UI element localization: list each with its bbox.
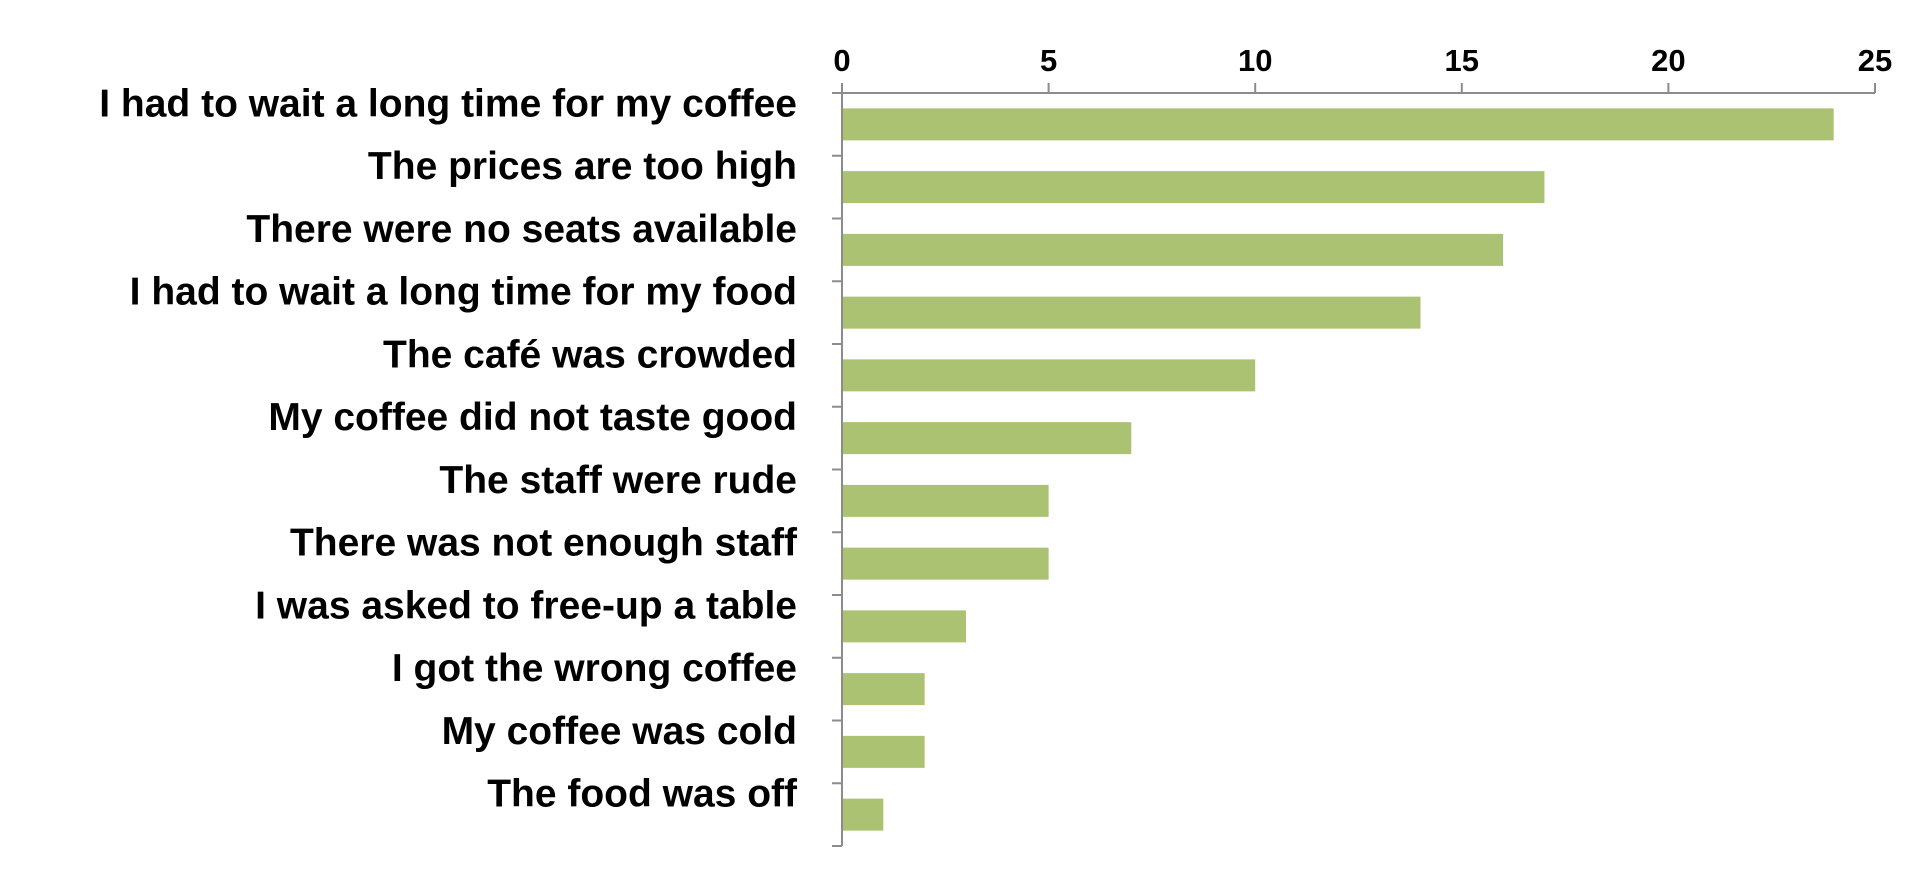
x-tick-label: 20	[1651, 43, 1685, 78]
category-label: There were no seats available	[246, 208, 797, 251]
x-tick-label: 15	[1445, 43, 1479, 78]
bar-layer	[843, 108, 1834, 831]
bar	[843, 233, 1504, 266]
bar	[843, 735, 925, 768]
bar	[843, 547, 1049, 580]
axis-layer: 0 5 10 15 20 25	[832, 43, 1892, 847]
category-label: My coffee was cold	[442, 710, 797, 753]
category-label: My coffee did not taste good	[268, 396, 797, 439]
bar	[843, 422, 1132, 455]
category-label: I had to wait a long time for my coffee	[99, 82, 797, 125]
category-label: I got the wrong coffee	[392, 647, 797, 690]
x-tick-label: 5	[1040, 43, 1057, 78]
bar	[843, 359, 1256, 392]
category-label: The staff were rude	[439, 459, 797, 502]
bar	[843, 171, 1545, 204]
category-label: The prices are too high	[368, 145, 797, 188]
bar	[843, 610, 966, 643]
bar	[843, 296, 1421, 329]
category-label: The food was off	[487, 773, 798, 816]
x-tick-label: 25	[1858, 43, 1892, 78]
category-label: The café was crowded	[383, 333, 797, 376]
x-tick-label: 0	[833, 43, 850, 78]
bar	[843, 673, 925, 706]
category-label: I was asked to free-up a table	[255, 584, 797, 627]
bar	[843, 484, 1049, 517]
x-tick-label: 10	[1238, 43, 1272, 78]
label-layer: I had to wait a long time for my coffee T…	[99, 82, 798, 815]
category-label: There was not enough staff	[290, 522, 798, 565]
category-label: I had to wait a long time for my food	[130, 271, 797, 314]
bar	[843, 798, 884, 831]
bar	[843, 108, 1834, 141]
